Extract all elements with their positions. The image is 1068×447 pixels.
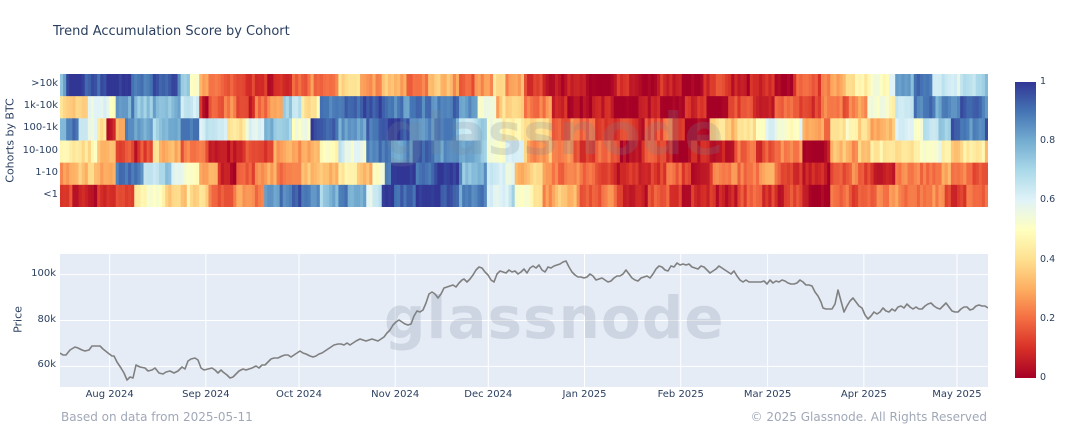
price-x-tick: May 2025 bbox=[932, 389, 982, 400]
cohort-label: 100-1k bbox=[23, 122, 58, 134]
cohort-axis-label: Cohorts by BTC bbox=[3, 98, 17, 183]
price-x-tick: Mar 2025 bbox=[743, 389, 792, 400]
colorbar-tick: 0.4 bbox=[1040, 253, 1056, 265]
price-y-tick: 100k bbox=[31, 267, 56, 279]
price-x-tick: Jan 2025 bbox=[562, 389, 607, 400]
price-gridlines bbox=[60, 254, 988, 387]
price-x-tick: Feb 2025 bbox=[657, 389, 704, 400]
cohort-label: >10k bbox=[31, 78, 58, 90]
colorbar-tick: 0.2 bbox=[1040, 312, 1056, 324]
price-x-tick: Nov 2024 bbox=[371, 389, 420, 400]
cohort-label: 1-10 bbox=[35, 166, 58, 178]
cohort-label: 1k-10k bbox=[23, 100, 58, 112]
colorbar-tick: 0 bbox=[1040, 372, 1047, 383]
price-x-tick: Dec 2024 bbox=[464, 389, 513, 400]
price-x-tick: Aug 2024 bbox=[85, 389, 134, 400]
copyright: © 2025 Glassnode. All Rights Reserved bbox=[750, 410, 987, 424]
price-y-tick: 60k bbox=[37, 359, 56, 371]
price-x-tick: Sep 2024 bbox=[182, 389, 230, 400]
cohort-label: <1 bbox=[43, 188, 58, 200]
price-line-chart[interactable] bbox=[60, 254, 988, 387]
colorbar bbox=[1015, 82, 1036, 378]
price-x-tick: Apr 2025 bbox=[840, 389, 887, 400]
chart-title: Trend Accumulation Score by Cohort bbox=[53, 24, 290, 39]
data-date-note: Based on data from 2025-05-11 bbox=[61, 410, 253, 424]
price-y-tick: 80k bbox=[37, 313, 56, 325]
cohort-label: 10-100 bbox=[22, 144, 58, 156]
price-line bbox=[60, 260, 988, 381]
accumulation-heatmap[interactable] bbox=[60, 74, 988, 207]
price-x-tick: Oct 2024 bbox=[276, 389, 322, 400]
colorbar-tick: 1 bbox=[1040, 76, 1047, 87]
colorbar-tick: 0.8 bbox=[1040, 135, 1056, 147]
colorbar-tick: 0.6 bbox=[1040, 194, 1056, 206]
